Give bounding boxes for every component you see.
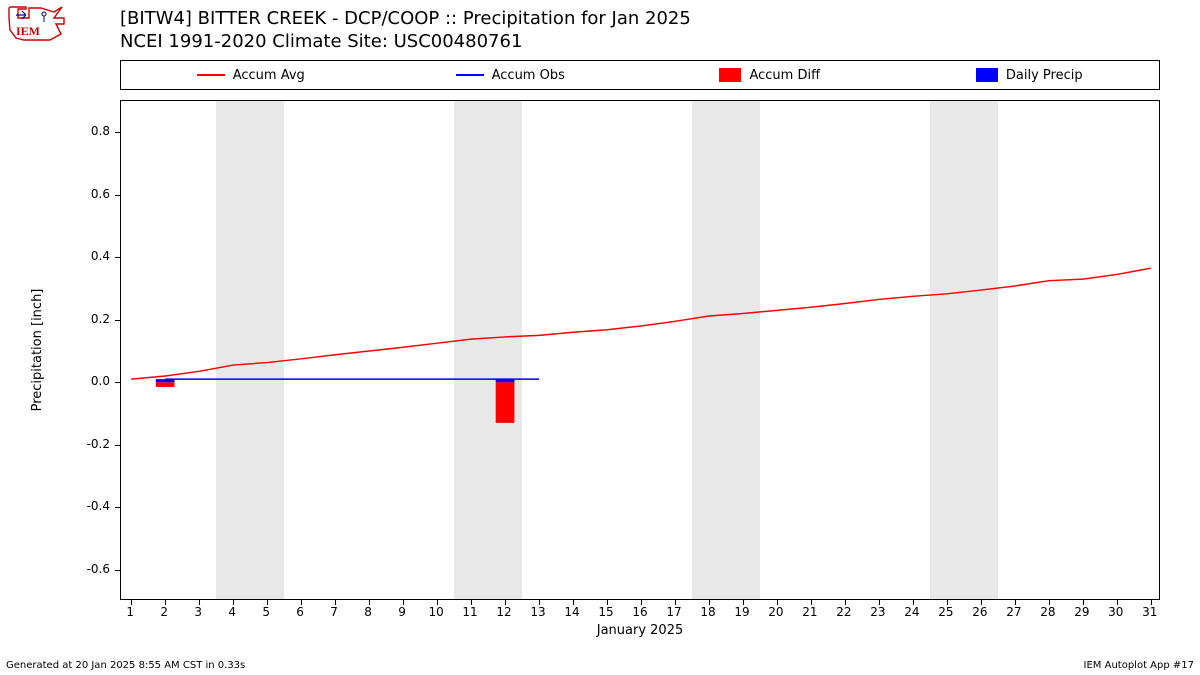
y-tick-label: -0.4 (87, 499, 110, 513)
y-tick-label: 0.0 (91, 374, 110, 388)
y-tick-label: 0.4 (91, 249, 110, 263)
y-tick-label: -0.2 (87, 437, 110, 451)
x-tick-label: 22 (836, 605, 851, 619)
bar (156, 382, 175, 387)
footer-app: IEM Autoplot App #17 (1084, 660, 1194, 671)
y-tick (115, 445, 121, 446)
x-tick-label: 9 (398, 605, 406, 619)
x-tick-label: 8 (364, 605, 372, 619)
data-layer (121, 101, 1159, 599)
legend-label: Accum Diff (749, 68, 820, 83)
x-tick-label: 16 (632, 605, 647, 619)
x-tick-label: 27 (1006, 605, 1021, 619)
x-axis-label: January 2025 (120, 623, 1160, 638)
x-tick-label: 21 (802, 605, 817, 619)
legend: Accum Avg Accum Obs Accum Diff Daily Precip (120, 60, 1160, 90)
y-axis-label: Precipitation [inch] (30, 289, 45, 412)
y-tick-label: 0.2 (91, 312, 110, 326)
x-tick-label: 28 (1040, 605, 1055, 619)
y-tick-label: 0.6 (91, 187, 110, 201)
x-tick-label: 30 (1108, 605, 1123, 619)
x-tick-label: 19 (734, 605, 749, 619)
line-series (131, 268, 1151, 379)
legend-item: Accum Avg (121, 68, 381, 83)
legend-label: Accum Avg (233, 68, 305, 83)
y-tick (115, 570, 121, 571)
chart-title: [BITW4] BITTER CREEK - DCP/COOP :: Preci… (120, 8, 691, 53)
iem-logo: IEM (6, 4, 66, 44)
x-tick-label: 17 (666, 605, 681, 619)
y-tick (115, 382, 121, 383)
x-tick-label: 29 (1074, 605, 1089, 619)
x-tick-label: 2 (160, 605, 168, 619)
x-tick-label: 5 (262, 605, 270, 619)
x-tick-label: 10 (428, 605, 443, 619)
chart-area: Accum Avg Accum Obs Accum Diff Daily Precip… (120, 60, 1160, 635)
x-tick-label: 6 (296, 605, 304, 619)
y-tick-label: 0.8 (91, 124, 110, 138)
svg-text:IEM: IEM (16, 24, 40, 38)
x-tick-label: 26 (972, 605, 987, 619)
y-tick (115, 507, 121, 508)
x-tick-label: 3 (194, 605, 202, 619)
x-tick-label: 1 (126, 605, 134, 619)
legend-swatch (197, 74, 225, 76)
x-tick-label: 7 (330, 605, 338, 619)
legend-label: Accum Obs (492, 68, 565, 83)
plot-area (120, 100, 1160, 600)
x-tick-label: 24 (904, 605, 919, 619)
legend-item: Daily Precip (900, 68, 1160, 83)
y-tick (115, 195, 121, 196)
x-tick-label: 20 (768, 605, 783, 619)
x-tick-label: 15 (598, 605, 613, 619)
y-tick (115, 257, 121, 258)
x-tick-label: 18 (700, 605, 715, 619)
y-tick-label: -0.6 (87, 562, 110, 576)
x-tick-label: 11 (462, 605, 477, 619)
x-tick-label: 4 (228, 605, 236, 619)
bar (496, 382, 515, 423)
legend-swatch (976, 68, 998, 82)
footer-generated: Generated at 20 Jan 2025 8:55 AM CST in … (6, 660, 245, 671)
y-tick (115, 132, 121, 133)
x-tick-label: 12 (496, 605, 511, 619)
legend-label: Daily Precip (1006, 68, 1083, 83)
title-line1: [BITW4] BITTER CREEK - DCP/COOP :: Preci… (120, 8, 691, 31)
x-tick-label: 25 (938, 605, 953, 619)
legend-item: Accum Diff (640, 68, 900, 83)
x-tick-label: 13 (530, 605, 545, 619)
title-line2: NCEI 1991-2020 Climate Site: USC00480761 (120, 31, 691, 54)
x-tick-label: 31 (1142, 605, 1157, 619)
x-tick-label: 23 (870, 605, 885, 619)
x-tick-label: 14 (564, 605, 579, 619)
legend-swatch (719, 68, 741, 82)
legend-swatch (456, 74, 484, 76)
y-tick (115, 320, 121, 321)
legend-item: Accum Obs (381, 68, 641, 83)
